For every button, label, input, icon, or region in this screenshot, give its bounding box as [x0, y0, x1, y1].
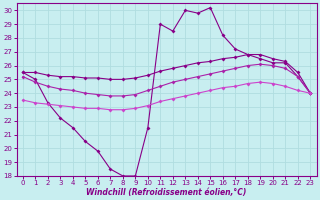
- X-axis label: Windchill (Refroidissement éolien,°C): Windchill (Refroidissement éolien,°C): [86, 188, 247, 197]
